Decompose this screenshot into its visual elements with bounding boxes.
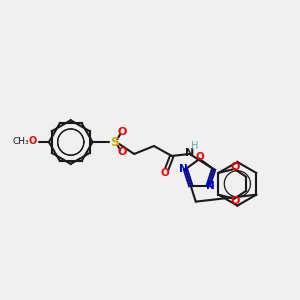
Text: CH₃: CH₃ [13, 136, 29, 146]
Text: O: O [231, 196, 240, 206]
Text: O: O [231, 162, 240, 172]
Text: O: O [118, 147, 127, 157]
Text: O: O [195, 152, 204, 162]
Text: N: N [185, 148, 194, 158]
Text: S: S [110, 136, 119, 148]
Text: H: H [191, 141, 198, 151]
Text: O: O [118, 127, 127, 137]
Text: N: N [179, 164, 188, 174]
Text: O: O [160, 168, 169, 178]
Text: N: N [206, 181, 214, 191]
Text: O: O [29, 136, 37, 146]
